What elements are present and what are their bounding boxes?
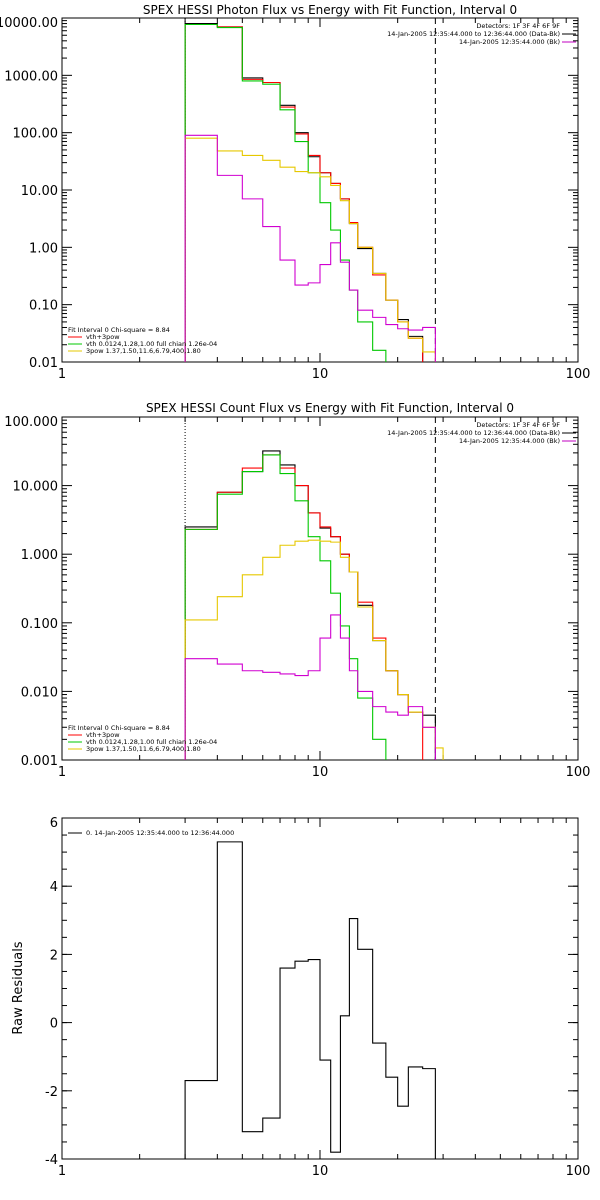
x-tick-label: 1 xyxy=(58,367,66,382)
y-tick-label: 0.10 xyxy=(29,299,58,314)
axes: 1 10 100 0.01 0.10 1.00 10.00 100.00 1000.00 1000… xyxy=(0,16,590,382)
legend: Fit Interval 0 Chi-square = 8.84 vth+3po… xyxy=(68,724,217,753)
residuals-panel: Raw Residuals 1 10 100 -4 -2 0 2 4 6 0. 14-Jan-2… xyxy=(11,816,590,1179)
series-3pow xyxy=(184,137,436,362)
chart-title: SPEX HESSI Photon Flux vs Energy with Fi… xyxy=(143,3,517,17)
y-tick-label: 100.00 xyxy=(13,127,59,142)
series-layer xyxy=(184,23,436,362)
series-vth xyxy=(184,23,387,362)
plot-frame xyxy=(61,416,579,761)
y-tick-label: 0.01 xyxy=(29,356,58,371)
x-tick-label: 100 xyxy=(566,765,591,780)
y-axis-label: Raw Residuals xyxy=(11,941,26,1034)
series-bk xyxy=(184,134,436,362)
y-tick-label: 4 xyxy=(50,880,58,895)
y-tick-label: 1.000 xyxy=(21,548,58,563)
x-tick-label: 1 xyxy=(58,765,66,780)
y-tick-label: 1.00 xyxy=(29,241,58,256)
y-tick-label: -2 xyxy=(45,1085,58,1100)
legend-fit-info: Fit Interval 0 Chi-square = 8.84 xyxy=(68,724,170,732)
legend: Fit Interval 0 Chi-square = 8.84 vth+3po… xyxy=(68,326,217,355)
background-interval-label: 14-Jan-2005 12:35:44.000 (Bk) xyxy=(459,437,560,445)
legend-vth3pow: vth+3pow xyxy=(86,731,120,739)
axes: 1 10 100 -4 -2 0 2 4 6 xyxy=(45,816,590,1179)
y-tick-label: -4 xyxy=(45,1153,58,1168)
header-block: Detectors: 1F 3F 4F 6F 9F 14-Jan-2005 12… xyxy=(387,421,576,445)
background-interval-label: 14-Jan-2005 12:35:44.000 (Bk) xyxy=(459,38,560,46)
legend-fit-info: Fit Interval 0 Chi-square = 8.84 xyxy=(68,326,170,334)
header-block: Detectors: 1F 3F 4F 6F 9F 14-Jan-2005 12… xyxy=(387,22,576,46)
y-tick-label: 100.000 xyxy=(4,415,58,430)
y-tick-label: 0 xyxy=(50,1017,58,1032)
x-tick-label: 10 xyxy=(312,1164,329,1179)
series-bk xyxy=(184,614,436,760)
legend-3pow: 3pow 1.37,1.50,11.6,6.79,400,1.80 xyxy=(86,745,201,753)
series-3pow xyxy=(184,539,444,760)
y-tick-label: 10.00 xyxy=(21,184,58,199)
legend-vth: vth 0.0124,1.28,1.00 full chian 1.26e-04 xyxy=(86,340,217,348)
y-tick-label: 0.010 xyxy=(21,685,58,700)
data-interval-label: 14-Jan-2005 12:35:44.000 to 12:36:44.000… xyxy=(387,30,560,38)
legend: 0. 14-Jan-2005 12:35:44.000 to 12:36:44.… xyxy=(68,829,234,837)
chart-title: SPEX HESSI Count Flux vs Energy with Fit… xyxy=(146,401,514,415)
data-interval-label: 14-Jan-2005 12:35:44.000 to 12:36:44.000… xyxy=(387,429,560,437)
x-tick-label: 10 xyxy=(312,765,329,780)
x-tick-label: 100 xyxy=(566,1164,591,1179)
y-tick-label: 2 xyxy=(50,948,58,963)
legend-3pow: 3pow 1.37,1.50,11.6,6.79,400,1.80 xyxy=(86,347,201,355)
y-tick-label: 0.001 xyxy=(21,754,58,769)
series-layer xyxy=(184,450,444,760)
legend-vth: vth 0.0124,1.28,1.00 full chian 1.26e-04 xyxy=(86,738,217,746)
detectors-label: Detectors: 1F 3F 4F 6F 9F xyxy=(476,22,560,30)
series-0-14-jan-2005-12-35-44-000-to- xyxy=(184,841,436,1159)
x-tick-label: 100 xyxy=(566,367,591,382)
y-tick-label: 10.000 xyxy=(13,480,59,495)
count-flux-panel: SPEX HESSI Count Flux vs Energy with Fit… xyxy=(4,401,591,780)
series-layer xyxy=(184,841,436,1159)
x-tick-label: 10 xyxy=(312,367,329,382)
x-tick-label: 1 xyxy=(58,1164,66,1179)
y-tick-label: 6 xyxy=(50,816,58,831)
legend-residual: 0. 14-Jan-2005 12:35:44.000 to 12:36:44.… xyxy=(86,829,234,837)
photon-flux-panel: SPEX HESSI Photon Flux vs Energy with Fi… xyxy=(0,3,590,382)
legend-vth3pow: vth+3pow xyxy=(86,333,120,341)
y-tick-label: 1000.00 xyxy=(4,69,58,84)
detectors-label: Detectors: 1F 3F 4F 6F 9F xyxy=(476,421,560,429)
y-tick-label: 0.100 xyxy=(21,617,58,632)
y-tick-label: 10000.00 xyxy=(0,16,58,31)
